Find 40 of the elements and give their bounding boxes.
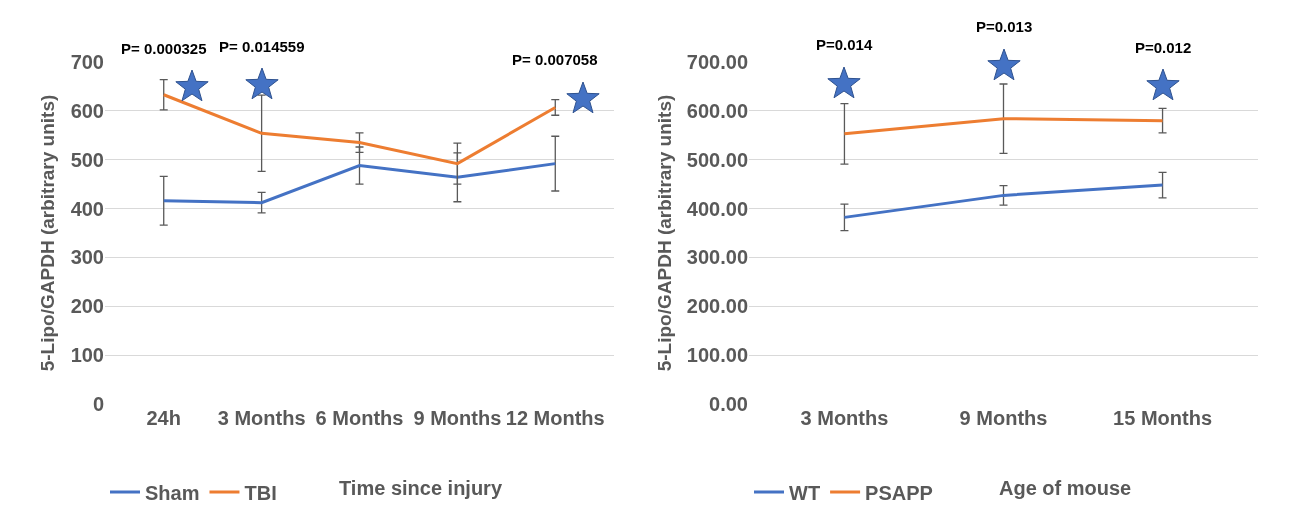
x-tick-label: 9 Months	[959, 407, 1048, 429]
x-tick-label: 3 Months	[217, 407, 306, 429]
annotation: P= 0.014559	[219, 38, 305, 55]
line-series	[162, 93, 557, 166]
x-axis-title: Age of mouse	[999, 477, 1132, 499]
y-axis-title: 5-Lipo/GAPDH (arbitrary units)	[37, 94, 59, 372]
y-tick-label: 0	[92, 393, 104, 415]
y-axis-title: 5-Lipo/GAPDH (arbitrary units)	[653, 94, 675, 372]
y-tick-label: 300.00	[686, 246, 748, 269]
y-tick-label: 600.00	[686, 99, 748, 122]
x-tick-label: 6 Months	[315, 407, 404, 429]
y-tick-label: 0.00	[709, 393, 748, 415]
legend-label: Sham	[145, 481, 200, 504]
legend-label: TBI	[244, 481, 277, 504]
legend-label: PSAPP	[865, 481, 933, 504]
y-tick-label: 400	[70, 197, 104, 220]
legend-label: WT	[789, 481, 821, 504]
annotation: P=0.012	[1135, 39, 1192, 56]
y-tick-label: 200.00	[686, 295, 748, 318]
y-tick-label: 600	[70, 99, 104, 122]
x-tick-label: 24h	[146, 407, 181, 429]
x-tick-label: 15 Months	[1113, 407, 1213, 429]
y-tick-label: 300	[70, 246, 104, 269]
annotation: P=0.013	[976, 18, 1033, 35]
annotation: P=0.014	[816, 36, 873, 53]
y-tick-label: 700	[70, 51, 104, 73]
annotation: P= 0.000325	[121, 40, 207, 57]
y-tick-label: 400.00	[686, 197, 748, 220]
y-tick-label: 500.00	[686, 148, 748, 171]
x-axis-title: Time since injury	[339, 477, 503, 499]
y-tick-label: 100	[70, 344, 104, 367]
line-series	[162, 162, 557, 205]
y-tick-label: 200	[70, 295, 104, 318]
y-tick-label: 500	[70, 148, 104, 171]
x-tick-label: 3 Months	[800, 407, 889, 429]
x-tick-label: 9 Months	[413, 407, 502, 429]
y-tick-label: 700.00	[686, 51, 748, 73]
x-tick-label: 12 Months	[505, 407, 605, 429]
annotation: P= 0.007058	[512, 51, 598, 68]
y-tick-label: 100.00	[686, 344, 748, 367]
